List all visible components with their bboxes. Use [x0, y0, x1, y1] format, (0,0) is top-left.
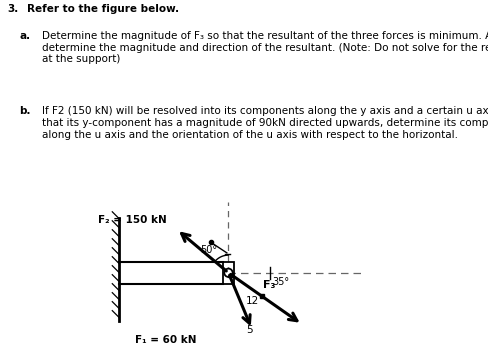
Text: Determine the magnitude of F₃ so that the resultant of the three forces is minim: Determine the magnitude of F₃ so that th…	[41, 31, 488, 64]
Bar	[222, 262, 234, 284]
Text: a.: a.	[20, 31, 31, 41]
Text: 5: 5	[245, 325, 252, 335]
Text: F₃: F₃	[262, 280, 275, 290]
Text: 50°: 50°	[200, 245, 217, 255]
Text: 3.: 3.	[7, 4, 19, 14]
Text: b.: b.	[20, 107, 31, 116]
Text: If F2 (150 kN) will be resolved into its components along the y axis and a certa: If F2 (150 kN) will be resolved into its…	[41, 107, 488, 140]
Text: 12: 12	[245, 296, 259, 306]
Text: F₂ = 150 kN: F₂ = 150 kN	[98, 215, 167, 225]
Text: F₁ = 60 kN: F₁ = 60 kN	[135, 335, 197, 345]
Text: Refer to the figure below.: Refer to the figure below.	[27, 4, 179, 14]
Text: 35°: 35°	[272, 277, 289, 287]
Circle shape	[224, 269, 232, 277]
